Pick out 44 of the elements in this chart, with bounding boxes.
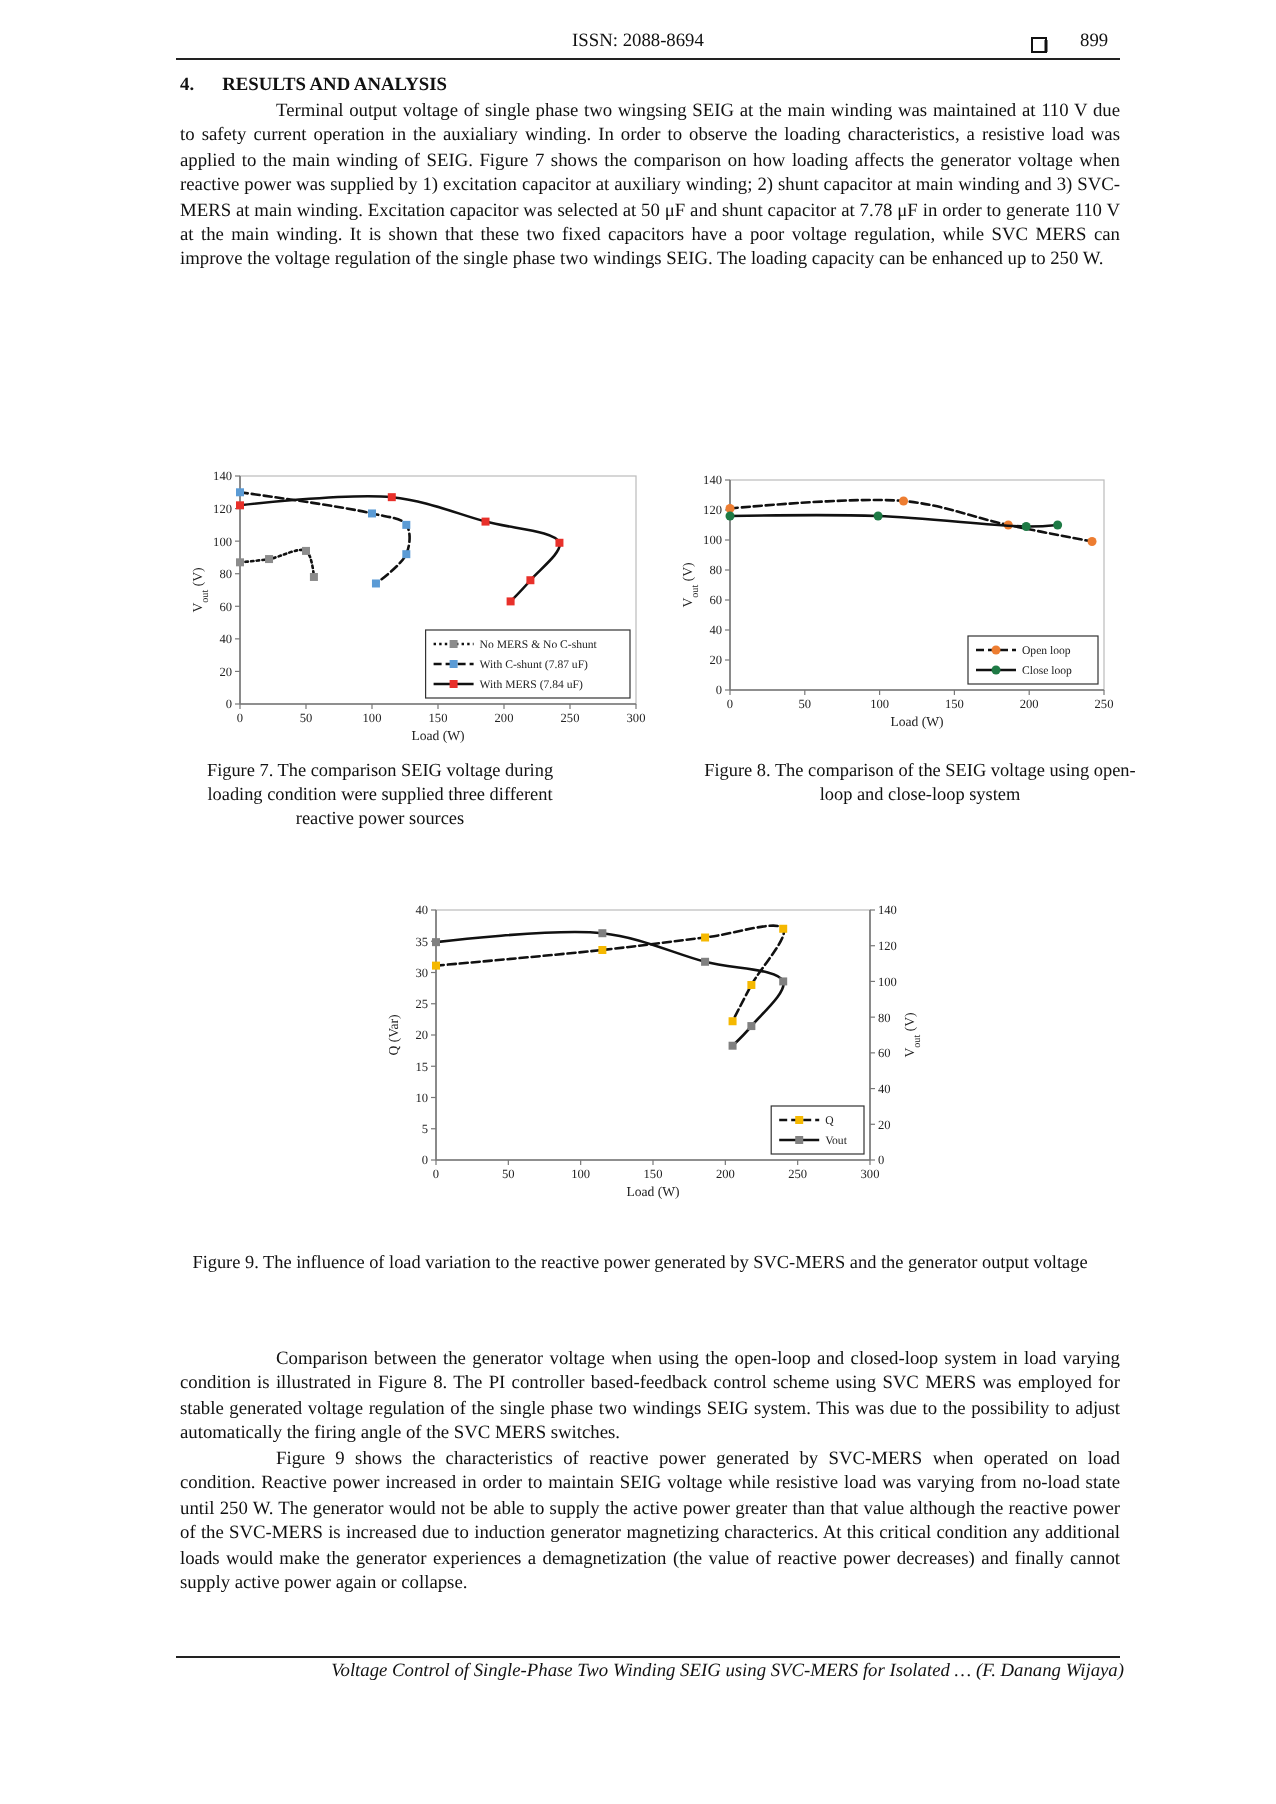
point: [526, 576, 535, 585]
point: [1087, 536, 1097, 547]
point: [701, 957, 710, 966]
text: Comparison between the generator voltage when using the open-loop and closed-loop system in load varying condition is illustrated in Figure 8. The PI controller based-feedback control scheme using SVC MERS was employed for stable generated voltage regulation of the single phase two windings SEIG system. This was due to the possibility to adjust automatically the firing angle of the SVC MERS switches.: [180, 1348, 1120, 1448]
text: 4. RESULTS AND ANALYSIS: [180, 76, 447, 96]
point: [265, 555, 274, 564]
text: 899: [1080, 32, 1109, 52]
point: [747, 1022, 756, 1031]
text: Figure 9. The influence of load variation to the reactive power generated by SVC-MERS and the generator output voltage: [190, 1250, 1090, 1274]
point: [402, 520, 411, 529]
point: [701, 933, 710, 942]
caption: Figure 9 shows the characteristics of reactive power generated by SVC-MERS when operated on load condition. Reactive power increased in order to maintain SEIG voltage while resistive load was varying from no-load state until 250 W. The generator would not be able to supply the active power greater than that value although the reactive power of the SVC-MERS is increased due to induction generator magnetizing characterics. At this critical condition any additional loads would make the generator experiences a demagnetization (the value of reactive power decreases) and finally cannot supply active power again or collapse.: [180, 1448, 1120, 1597]
point: [302, 546, 310, 555]
text: Voltage Control of Single-Phase Two Winding SEIG using SVC-MERS for Isolated … (F. Danang Wijaya): [329, 1662, 1124, 1682]
point: [236, 558, 244, 567]
point: [725, 511, 735, 521]
point: [432, 938, 440, 947]
point: [387, 493, 396, 502]
point: [873, 511, 883, 521]
point: [1053, 520, 1063, 530]
point: [598, 929, 607, 938]
text: Terminal output voltage of single phase two wingsing SEIG at the main winding was maintained at 110 V due to safety current operation in the auxialiary winding. In order to observe the loading characteristics, a resistive load was applied to the main winding of SEIG. Figure 7 shows the comparison on how loading affects the generator voltage when reactive power was supplied by 1) excitation capacitor at auxiliary winding; 2) shunt capacitor at main winding and 3) SVC-MERS at main winding. Excitation capacitor was selected at 50 μF and shunt capacitor at 7.78 μF in order to generate 110 V at the main winding. It is shown that these two fixed capacitors have a poor voltage regulation, while SVC MERS can improve the voltage regulation of the single phase two windings SEIG. The loading capacity can be enhanced up to 250 W.: [180, 100, 1120, 274]
point: [728, 1017, 737, 1026]
point: [481, 517, 490, 526]
point: [728, 1041, 737, 1050]
point: [309, 572, 318, 581]
point: [725, 503, 735, 514]
text: Figure 8. The comparison of the SEIG voltage using open-loop and close-loop system: [702, 758, 1138, 806]
point: [899, 496, 909, 506]
point: [779, 977, 788, 986]
point: [779, 924, 788, 933]
point: [368, 509, 376, 518]
point: [555, 538, 564, 547]
point: [432, 961, 440, 970]
text: Figure 7. The comparison SEIG voltage during loading condition were supplied three different reactive power sources: [204, 758, 556, 830]
point: [371, 579, 380, 588]
point: [598, 946, 607, 954]
text: ISSN: 2088-8694: [572, 32, 704, 52]
point: [747, 981, 756, 989]
point: [1021, 521, 1031, 532]
point: [402, 550, 411, 559]
point: [236, 488, 244, 497]
point: [506, 597, 515, 606]
point: [236, 501, 244, 510]
